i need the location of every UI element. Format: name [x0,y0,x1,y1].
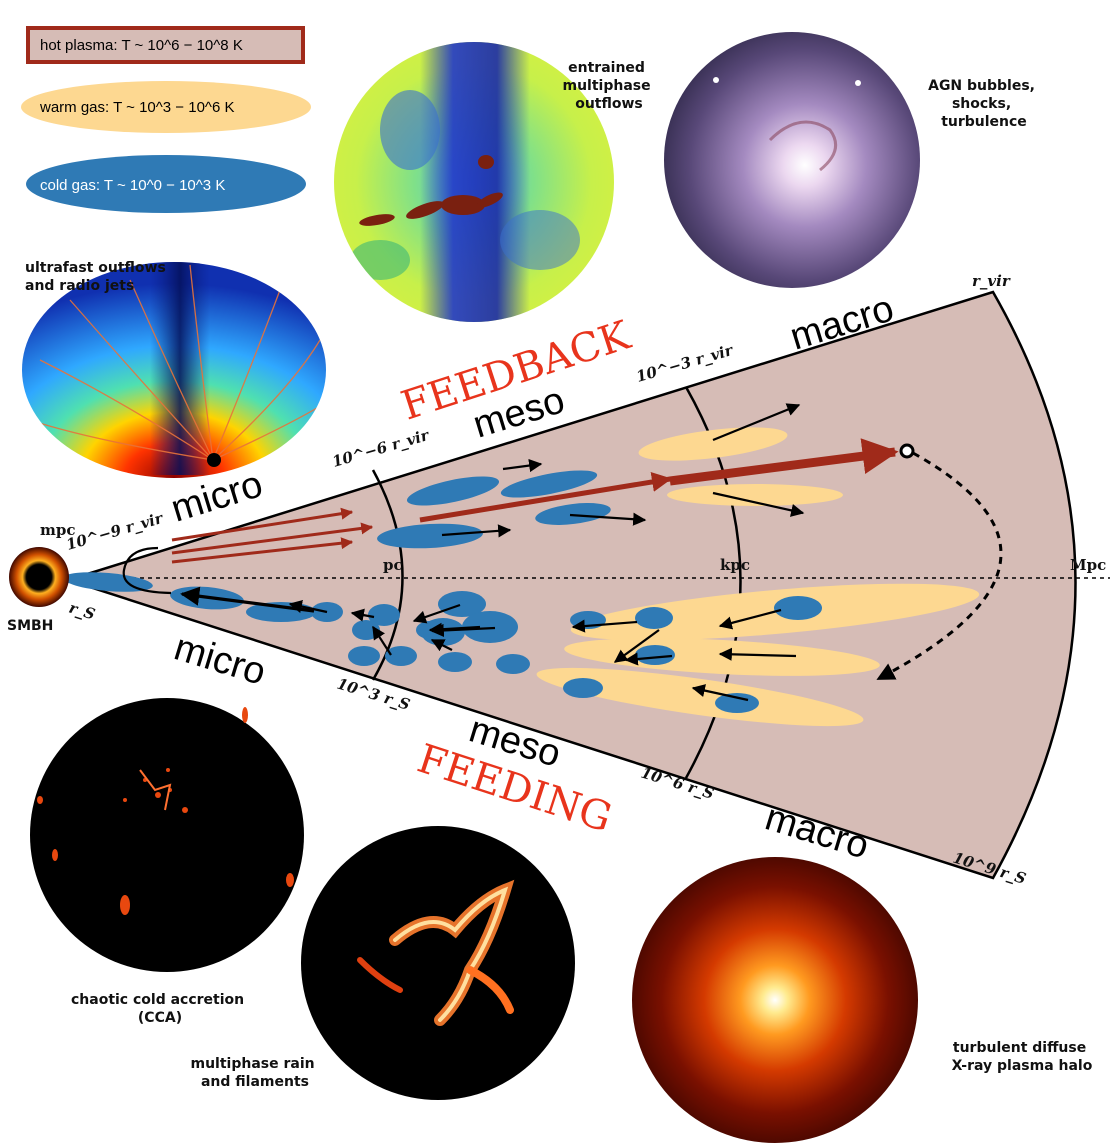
accretion-curve [122,546,172,595]
mpc-label: mpc [40,521,76,539]
legend-warm-label: warm gas: T ~ 10^3 − 10^6 K [39,99,234,116]
Mpc-label: Mpc [1070,556,1106,574]
ultrafast-caption: ultrafast outflows and radio jets [25,260,171,294]
kpc-label: kpc [720,556,750,574]
warm-cloud [667,484,843,506]
cold-cloud [385,646,417,666]
pc-label: pc [383,556,403,574]
agn-caption: AGN bubbles, shocks, turbulence [928,78,1040,130]
cca-caption: chaotic cold accretion (CCA) [71,992,249,1026]
cold-cloud [500,470,598,498]
cold-cloud [406,476,500,506]
rain-filaments-image [301,826,575,1100]
cold-cloud [438,652,472,672]
entrained-caption: entrained multiphase outflows [563,60,656,112]
cold-cloud [774,596,822,620]
cold-cloud [63,572,153,592]
warm-cloud [638,427,788,461]
scale-cone [63,290,1077,880]
rs-label: r_S [67,599,98,624]
turnaround-point [899,443,915,459]
smbh-label: SMBH [7,618,53,634]
agn-bubbles-image [664,32,920,288]
cold-cloud [462,611,518,643]
rvir-label: r_vir [972,272,1011,290]
recirculation-loop [876,451,1003,681]
halo-caption: turbulent diffuse X-ray plasma halo [952,1040,1093,1074]
cold-cloud [635,607,673,629]
legend-hot-label: hot plasma: T ~ 10^6 − 10^8 K [40,37,243,54]
feedback-outflow-arrows [441,403,805,538]
legend-cold-swatch [26,155,306,213]
cold-cloud [496,654,530,674]
warm-cloud [536,667,864,727]
cca-image [30,698,304,972]
legend-hot-box [26,26,305,64]
main-inflow-arrow [180,586,315,613]
legend-cold-label: cold gas: T ~ 10^0 − 10^3 K [40,177,225,194]
cold-cloud [368,604,400,626]
legend-warm-swatch [21,81,311,133]
rain-caption: multiphase rain and filaments [191,1056,320,1090]
cold-cloud [348,646,380,666]
feedback-gas-clouds [377,427,843,549]
cold-cloud [635,645,675,665]
rvir-min9-label: 10^−9 r_vir [64,509,166,554]
cold-cloud [563,678,603,698]
cold-cloud [715,693,759,713]
hot-outflow-arrows [171,438,899,564]
cold-cloud [377,523,483,549]
rvir-min6-label: 10^−6 r_vir [330,426,432,471]
xray-halo-image [632,857,918,1143]
smbh [9,547,69,607]
legend: hot plasma: T ~ 10^6 − 10^8 K warm gas: … [21,26,311,213]
jet-simulation-image [22,262,326,478]
cold-cloud [535,503,611,525]
feeding-inflow-arrows [288,600,797,702]
cold-cloud [438,591,486,617]
multiphase-outflow-image [334,42,614,322]
